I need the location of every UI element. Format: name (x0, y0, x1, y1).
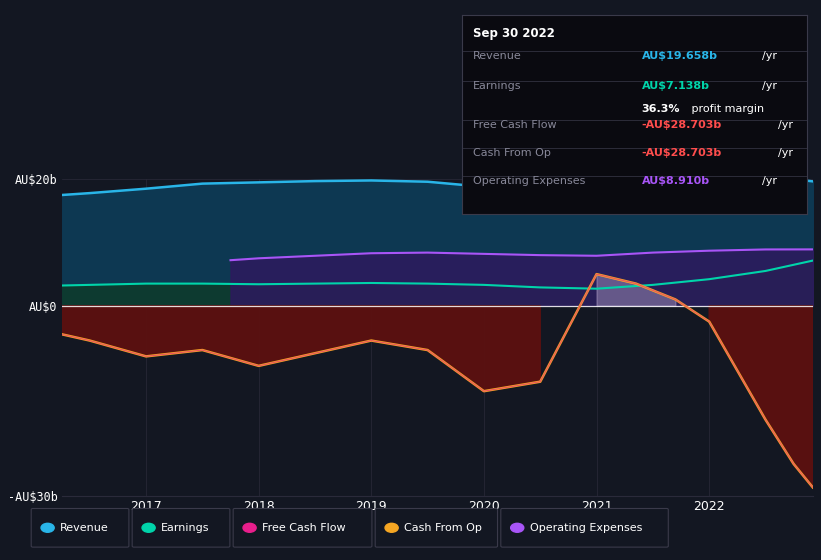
Text: Operating Expenses: Operating Expenses (473, 176, 585, 186)
Text: AU$8.910b: AU$8.910b (641, 176, 709, 186)
Text: Cash From Op: Cash From Op (473, 148, 550, 158)
Text: Operating Expenses: Operating Expenses (530, 523, 642, 533)
Text: AU$19.658b: AU$19.658b (641, 51, 718, 61)
Text: /yr: /yr (762, 176, 777, 186)
Text: /yr: /yr (777, 120, 793, 130)
Text: Sep 30 2022: Sep 30 2022 (473, 27, 554, 40)
Text: Free Cash Flow: Free Cash Flow (262, 523, 346, 533)
Text: /yr: /yr (762, 51, 777, 61)
Text: AU$7.138b: AU$7.138b (641, 81, 709, 91)
Text: -AU$28.703b: -AU$28.703b (641, 120, 722, 130)
Text: Cash From Op: Cash From Op (404, 523, 482, 533)
Text: /yr: /yr (777, 148, 793, 158)
Text: profit margin: profit margin (688, 104, 764, 114)
Text: Earnings: Earnings (473, 81, 521, 91)
Text: 36.3%: 36.3% (641, 104, 680, 114)
Text: -AU$28.703b: -AU$28.703b (641, 148, 722, 158)
Text: Free Cash Flow: Free Cash Flow (473, 120, 556, 130)
Text: /yr: /yr (762, 81, 777, 91)
Text: Revenue: Revenue (473, 51, 521, 61)
Text: Earnings: Earnings (161, 523, 209, 533)
Text: Revenue: Revenue (60, 523, 108, 533)
